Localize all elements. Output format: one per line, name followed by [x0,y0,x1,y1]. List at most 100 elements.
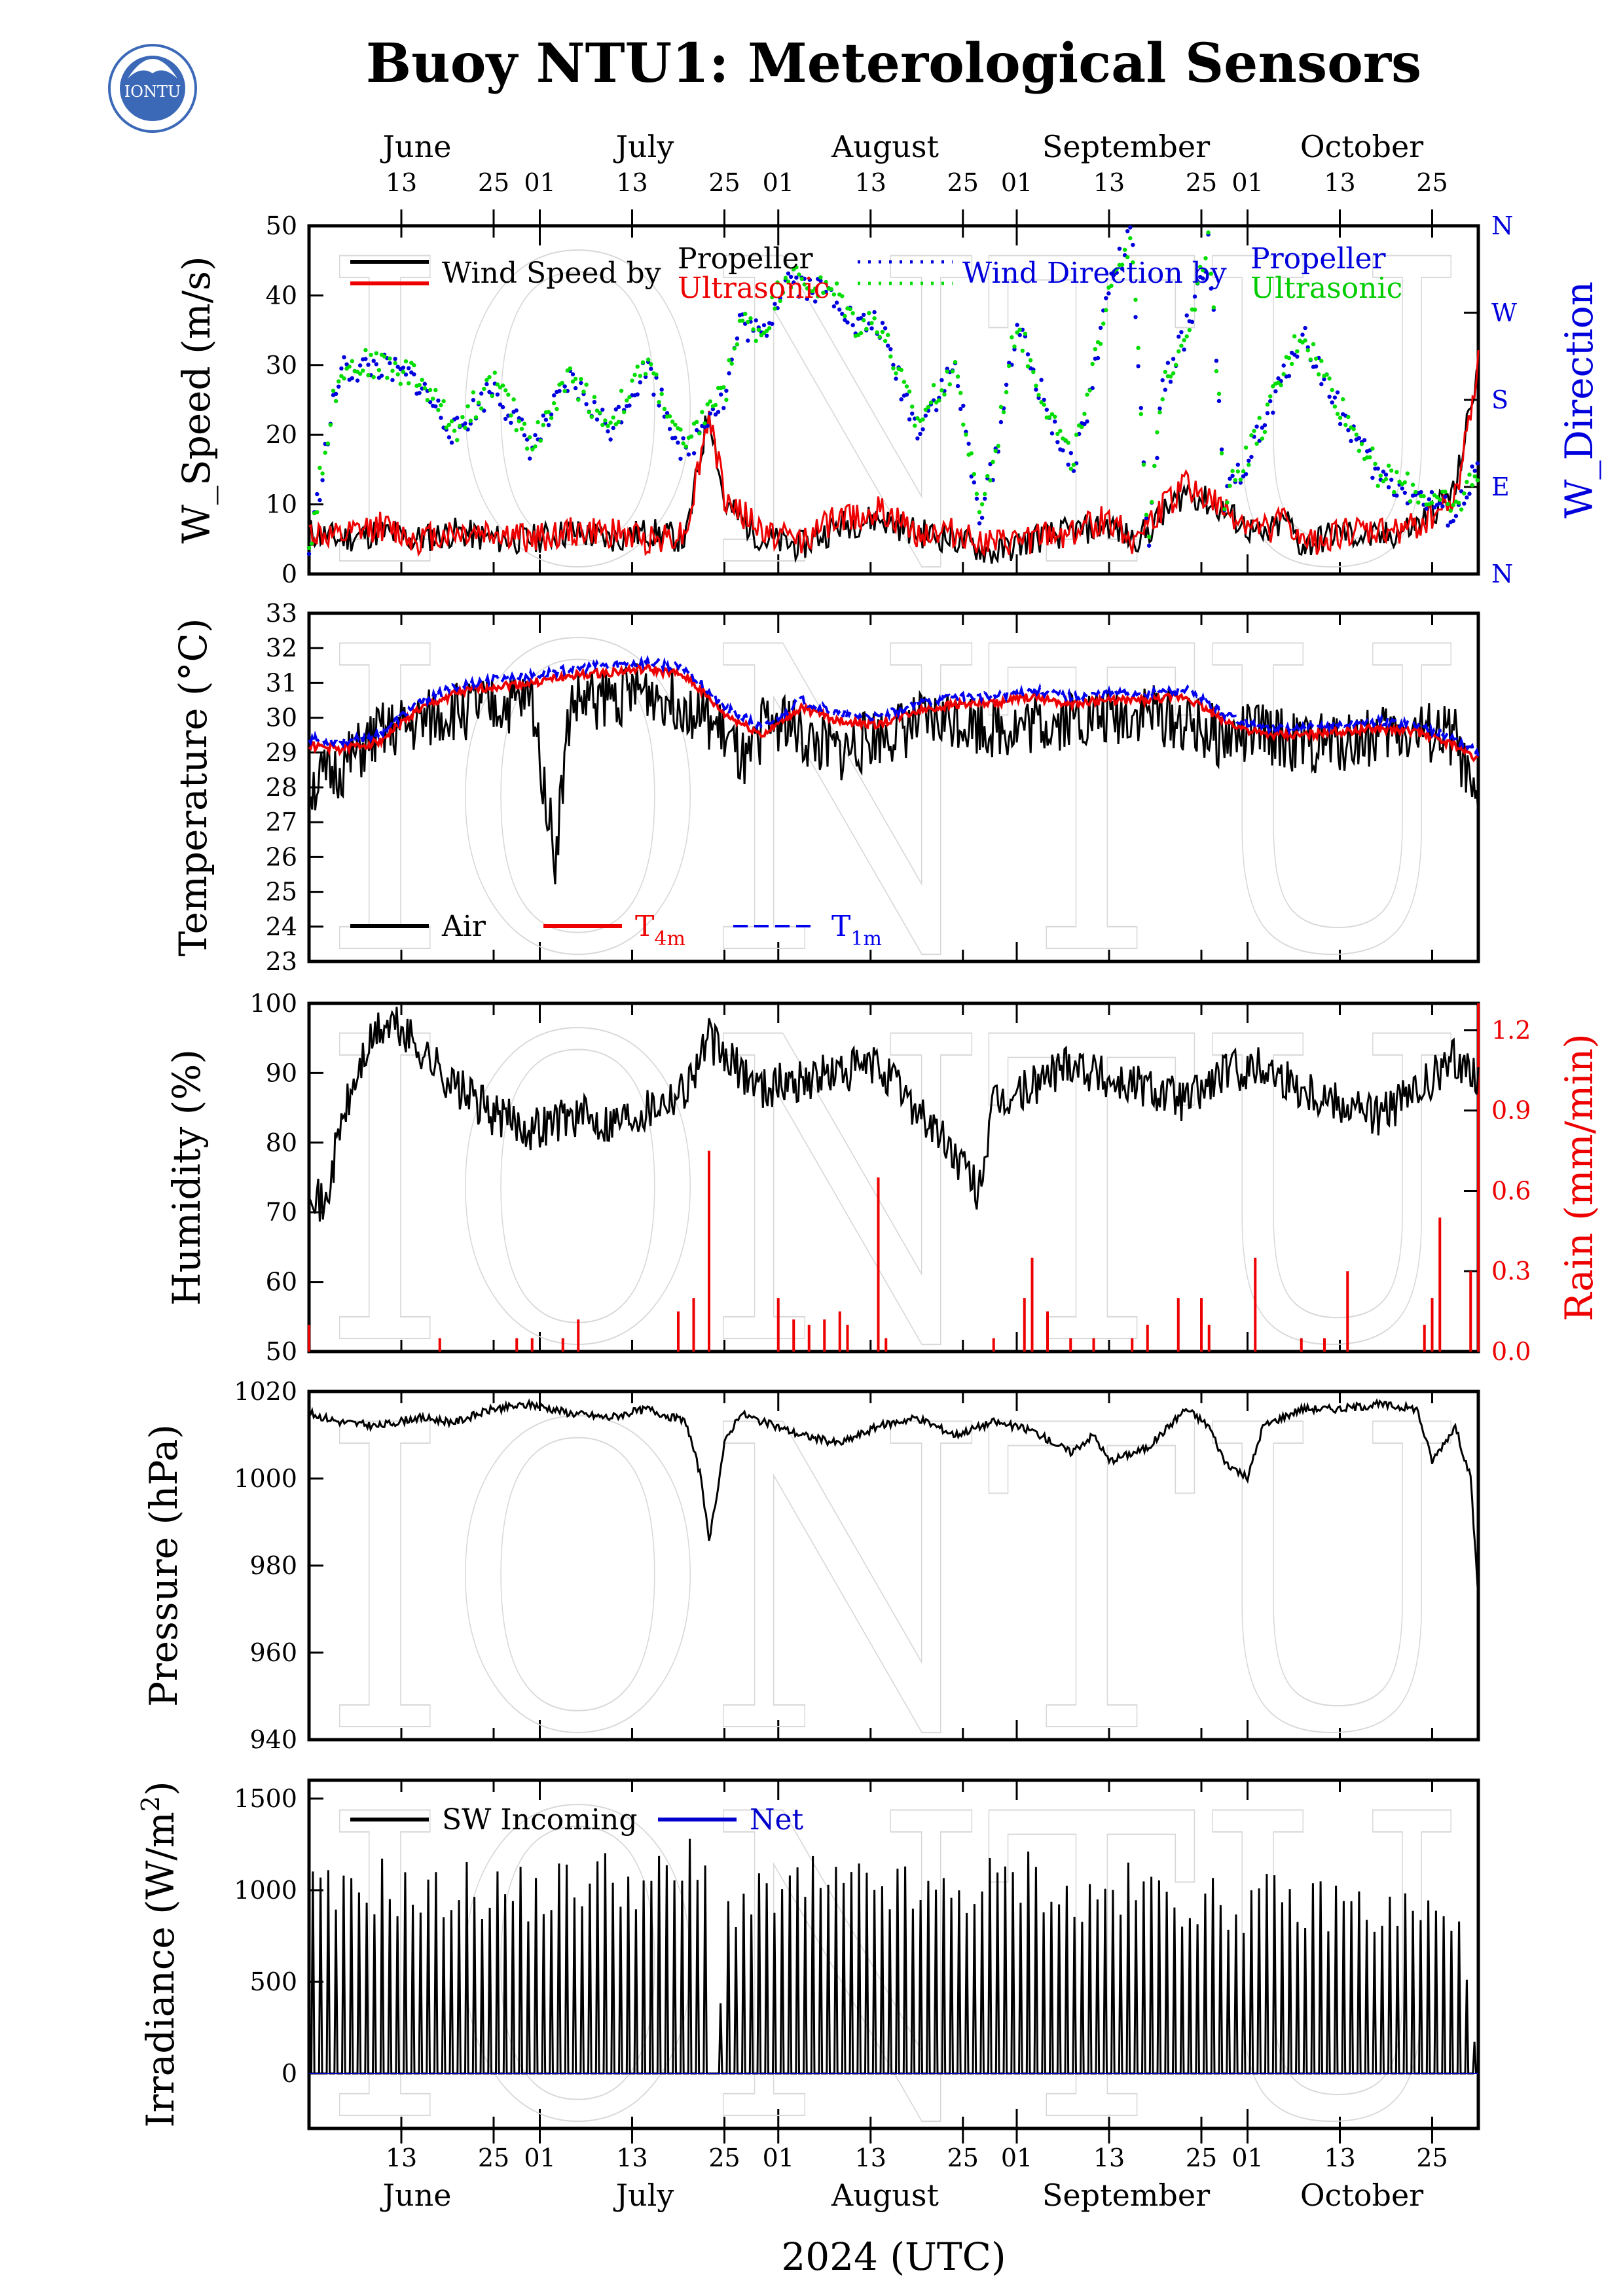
bottom-month-labels: June July August September October [380,2178,1424,2213]
wind-direction-point [1338,422,1343,427]
temp-legend-air: Air [441,910,486,943]
wind-direction-point [1184,334,1189,339]
wind-direction-point [1462,501,1467,506]
wind-direction-point [713,403,718,408]
wind-direction-point [627,403,632,408]
panel-irradiance-frame [307,1778,1480,2130]
wind-direction-point [649,367,653,371]
wind-direction-point [979,502,985,507]
wind-direction-point [1063,438,1068,442]
wind-legend: Wind Speed by Propeller Ultrasonic Wind … [350,242,1402,305]
wind-direction-point [622,410,627,414]
wind-direction-point [1247,462,1251,467]
wind-direction-point [1036,393,1041,397]
y-tick-label-3: 80 [266,1128,297,1157]
wind-direction-point [388,361,392,366]
wind-direction-point [780,291,786,295]
y-tick-label-0: 0 [282,2059,297,2088]
wind-direction-point [337,379,341,384]
wind-direction-point [872,316,877,321]
wind-direction-point [625,398,629,403]
wind-direction-point [923,407,928,412]
wind-direction-point [503,388,508,393]
wind-direction-point [1402,490,1407,495]
wind-direction-point [1195,281,1200,285]
wind-direction-point [872,310,877,315]
wind-direction-point [1192,308,1197,312]
top-tick-label-10: 25 [1186,168,1217,197]
wind-direction-point [843,314,847,319]
temp-series [308,655,1480,885]
wind-direction-point [1386,463,1391,468]
wind-direction-point [570,372,575,377]
wind-direction-point [1101,321,1106,326]
wind-direction-point [1150,499,1154,505]
bottom-tick-label-6: 13 [855,2144,886,2172]
wind-direction-point [1273,389,1278,394]
wind-direction-point [611,425,615,431]
wind-direction-point [961,422,966,427]
wind-direction-point [1184,313,1189,318]
wind-direction-point [724,397,729,402]
month-label-september-top: September [1042,129,1210,164]
y-tick-label-4: 1.2 [1491,1016,1531,1045]
chart-title: Buoy NTU1: Meterological Sensors [366,32,1421,95]
irr-ylabel: Irradiance (W/m [138,1812,183,2128]
wind-direction-point [320,471,325,476]
y-tick-label-1: 500 [249,1967,297,1996]
wind-direction-point [473,415,479,420]
wind-direction-point [681,436,685,440]
wind-direction-point [953,360,958,365]
wind-direction-point [514,428,519,433]
wind-direction-point [1281,363,1286,368]
wind-direction-point [1155,430,1159,435]
wind-direction-point [1125,255,1130,260]
wind-direction-point [1155,456,1159,460]
wind-direction-point [412,363,416,368]
wind-direction-point [880,329,885,334]
wind-direction-point [318,465,322,470]
wind-direction-point [1211,305,1216,310]
wind-direction-point [1128,236,1133,241]
wind-legend-speed-ultrasonic: Ultrasonic [678,272,830,305]
wind-direction-point [886,344,890,348]
y-tick-label-4: 90 [266,1058,297,1087]
wind-direction-point [1001,410,1006,414]
wind-direction-point [1370,475,1375,480]
wind-direction-point [635,392,640,397]
wind-direction-point [840,294,845,298]
wind-direction-point [412,372,416,377]
wind-legend-speed-prefix: Wind Speed by [442,257,661,290]
wind-direction-point [858,331,864,336]
wind-direction-point [1228,484,1232,488]
wind-direction-point [1187,328,1192,332]
wind-direction-point [1023,331,1028,336]
wind-direction-point [1268,394,1273,399]
bottom-tick-label-5: 01 [763,2144,794,2172]
wind-direction-point [500,383,505,388]
wind-direction-point [606,423,610,428]
wind-direction-point [514,408,519,413]
top-tick-label-4: 25 [708,168,740,197]
wind-direction-point [985,474,990,478]
wind-direction-point [503,416,508,422]
wind-direction-point [1042,403,1046,407]
wind-direction-point [1117,246,1122,251]
top-month-labels: June July August September October [380,129,1424,164]
wind-direction-point [1249,454,1254,459]
wind-direction-point [1235,469,1241,474]
wind-direction-point [695,420,699,424]
wind-direction-point [608,437,613,442]
wind-direction-point [511,397,516,402]
wind-direction-point [996,444,1001,448]
month-label-july-top: July [613,129,674,164]
wind-direction-point [1082,422,1087,427]
wind-direction-point [333,399,338,404]
wind-direction-point [921,417,925,422]
wind-direction-point [886,332,890,337]
pressure-line [308,1398,1480,1599]
wind-direction-point [1192,294,1197,299]
wind-direction-point [1125,229,1130,234]
y-tick-label-2: 0.6 [1491,1176,1531,1205]
wind-direction-point [764,329,769,333]
